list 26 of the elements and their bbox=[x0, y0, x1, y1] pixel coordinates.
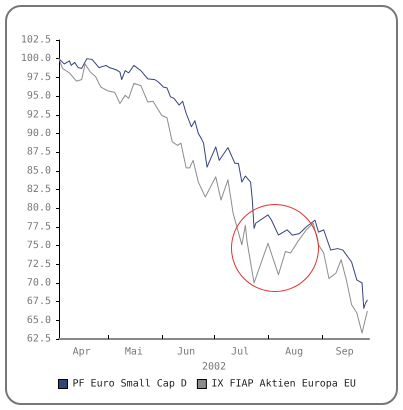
y-tick-label: 87.5 bbox=[26, 146, 51, 158]
x-tick-label: Apr bbox=[72, 346, 91, 358]
x-tick-label: Sep bbox=[336, 346, 354, 358]
y-tick-label: 90.0 bbox=[26, 128, 51, 139]
legend-label: PF Euro Small Cap D bbox=[72, 378, 187, 390]
y-tick-label: 65.0 bbox=[26, 314, 51, 326]
y-tick-label: 70.0 bbox=[26, 277, 51, 288]
y-tick-label: 85.0 bbox=[26, 165, 51, 176]
y-tick-label: 62.5 bbox=[26, 334, 51, 344]
y-tick-label: 82.5 bbox=[26, 184, 51, 195]
x-tick-label: Jun bbox=[177, 346, 196, 358]
y-tick-label: 72.5 bbox=[26, 258, 51, 270]
y-tick-label: 92.5 bbox=[26, 109, 51, 120]
x-tick-label: Aug bbox=[285, 346, 304, 358]
y-tick-label: 97.5 bbox=[26, 72, 51, 83]
y-tick-label: 95.0 bbox=[26, 90, 51, 102]
y-tick-label: 67.5 bbox=[26, 296, 51, 308]
x-tick-label: Mai bbox=[124, 346, 143, 358]
y-tick-label: 100.0 bbox=[20, 53, 51, 64]
y-tick-label: 102.5 bbox=[20, 34, 51, 46]
x-tick-label: Jul bbox=[231, 346, 250, 358]
y-tick-label: 80.0 bbox=[26, 202, 51, 214]
x-axis-title: 2002 bbox=[202, 361, 226, 372]
y-tick-label: 77.5 bbox=[26, 221, 51, 232]
y-tick-label: 75.0 bbox=[26, 240, 51, 252]
legend-label: IX FIAP Aktien Europa EU bbox=[211, 378, 356, 390]
